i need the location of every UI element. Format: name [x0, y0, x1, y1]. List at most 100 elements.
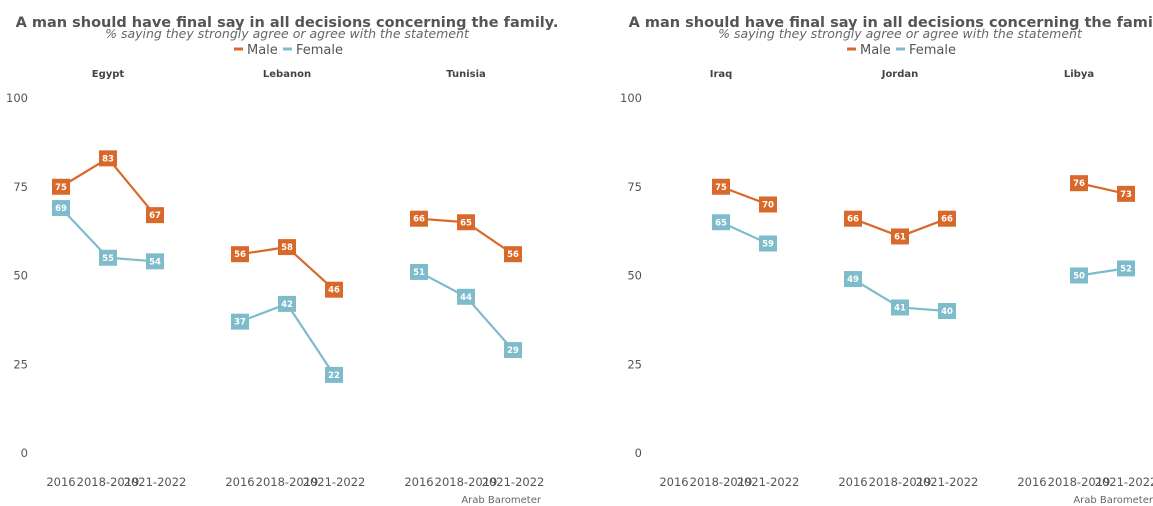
series-line-female — [239, 302, 335, 376]
data-label-male: 65 — [460, 218, 472, 228]
data-point-female — [410, 263, 428, 280]
data-label-female: 49 — [847, 275, 859, 285]
data-point-male — [844, 210, 862, 227]
facet-title: Tunisia — [446, 69, 486, 80]
data-label-male: 75 — [55, 183, 67, 193]
data-point-male — [759, 196, 777, 213]
y-tick-label: 75 — [627, 180, 642, 194]
x-tick-label: 2021-2022 — [482, 475, 545, 489]
data-label-female: 65 — [715, 218, 727, 228]
x-tick-label: 2021-2022 — [916, 475, 979, 489]
legend-female-label: Female — [909, 43, 956, 58]
data-point-male — [457, 214, 475, 231]
y-tick-label: 0 — [21, 446, 28, 460]
chart-title: A man should have final say in all decis… — [629, 15, 1153, 31]
data-point-female — [278, 295, 296, 312]
chart-caption: Arab Barometer — [461, 495, 542, 506]
data-label-male: 70 — [762, 201, 774, 211]
data-point-female — [891, 299, 909, 316]
data-point-female — [712, 214, 730, 231]
data-label-female: 69 — [55, 204, 67, 214]
data-label-male: 76 — [1073, 179, 1085, 189]
x-tick-label: 2018-2019 — [256, 475, 319, 489]
data-label-male: 66 — [941, 215, 953, 225]
data-point-female — [844, 271, 862, 288]
x-tick-label: 2016 — [838, 475, 867, 489]
chart-caption: Arab Barometer — [1073, 495, 1153, 506]
x-tick-label: 2018-2019 — [435, 475, 498, 489]
data-point-female — [457, 288, 475, 305]
facet-title: Egypt — [92, 69, 125, 80]
data-point-male — [891, 228, 909, 245]
data-label-male: 56 — [507, 250, 519, 260]
data-point-male — [410, 210, 428, 227]
x-tick-label: 2018-2019 — [869, 475, 932, 489]
data-label-female: 44 — [460, 293, 472, 303]
data-point-male — [1117, 185, 1135, 202]
data-point-male — [504, 246, 522, 263]
data-point-male — [938, 210, 956, 227]
data-label-female: 52 — [1120, 264, 1132, 274]
data-point-female — [938, 303, 956, 319]
data-label-female: 22 — [328, 371, 340, 381]
data-label-male: 66 — [847, 215, 859, 225]
data-point-male — [712, 178, 730, 195]
chart-title: A man should have final say in all decis… — [16, 15, 559, 31]
x-tick-label: 2021-2022 — [303, 475, 366, 489]
facet-title: Iraq — [710, 69, 733, 80]
x-tick-label: 2021-2022 — [1095, 475, 1153, 489]
data-point-male — [325, 281, 343, 298]
data-label-female: 50 — [1073, 272, 1085, 282]
data-point-female — [504, 342, 522, 359]
data-point-male — [146, 207, 164, 224]
data-point-male — [52, 178, 70, 195]
series-line-male — [60, 156, 156, 216]
y-tick-label: 75 — [13, 180, 28, 194]
data-label-male: 73 — [1120, 190, 1132, 200]
data-label-female: 55 — [102, 254, 114, 264]
x-tick-label: 2018-2019 — [1048, 475, 1111, 489]
facet-title: Lebanon — [263, 69, 311, 80]
y-tick-label: 25 — [627, 357, 642, 371]
data-label-female: 41 — [894, 303, 906, 313]
facet-title: Libya — [1064, 69, 1094, 80]
data-label-female: 29 — [507, 346, 519, 356]
x-tick-label: 2016 — [225, 475, 254, 489]
x-tick-label: 2021-2022 — [737, 475, 800, 489]
chart-subtitle: % saying they strongly agree or agree wi… — [718, 26, 1083, 41]
data-label-female: 54 — [149, 257, 161, 267]
data-label-male: 61 — [894, 232, 906, 242]
data-label-female: 37 — [234, 318, 246, 328]
x-tick-label: 2016 — [404, 475, 433, 489]
data-point-female — [325, 366, 343, 383]
data-point-male — [231, 246, 249, 263]
data-label-male: 67 — [149, 211, 161, 221]
chart-subtitle: % saying they strongly agree or agree wi… — [105, 26, 470, 41]
data-label-male: 46 — [328, 286, 340, 296]
x-tick-label: 2016 — [1017, 475, 1046, 489]
data-label-female: 59 — [762, 240, 774, 250]
data-point-male — [278, 239, 296, 256]
x-tick-label: 2021-2022 — [124, 475, 187, 489]
y-tick-label: 0 — [635, 446, 642, 460]
data-label-male: 56 — [234, 250, 246, 260]
series-line-female — [418, 270, 514, 351]
y-tick-label: 100 — [620, 91, 642, 105]
x-tick-label: 2016 — [46, 475, 75, 489]
data-label-male: 75 — [715, 183, 727, 193]
data-label-male: 83 — [102, 154, 114, 164]
y-tick-label: 100 — [6, 91, 28, 105]
y-tick-label: 50 — [13, 269, 28, 283]
data-point-female — [99, 249, 117, 266]
data-point-female — [759, 235, 777, 252]
legend-male-label: Male — [860, 43, 891, 58]
data-point-male — [1070, 175, 1088, 192]
data-label-female: 51 — [413, 268, 425, 278]
data-label-female: 40 — [941, 307, 953, 317]
data-point-female — [1117, 260, 1135, 277]
data-point-female — [146, 253, 164, 270]
data-label-male: 66 — [413, 215, 425, 225]
data-label-male: 58 — [281, 243, 293, 253]
legend-female-label: Female — [296, 43, 343, 58]
